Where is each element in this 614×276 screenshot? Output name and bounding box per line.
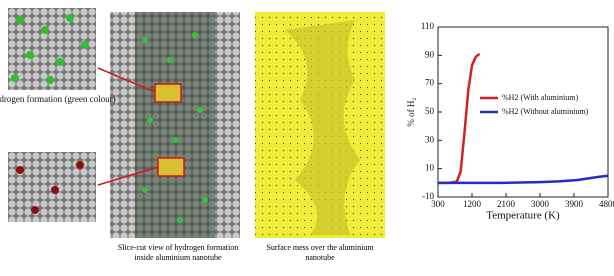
y-tick-label: 50 <box>425 106 435 116</box>
y-tick-label: 110 <box>421 21 435 31</box>
x-tick-label: 4800 <box>599 199 614 209</box>
x-tick-label: 3000 <box>531 199 550 209</box>
caption-box: Slice-cut view of hydrogen formation ins… <box>108 243 248 271</box>
x-tick-label: 2100 <box>497 199 516 209</box>
data-line <box>438 54 480 183</box>
caption: Slice-cut view of hydrogen formation ins… <box>108 243 248 271</box>
data-line <box>438 176 608 183</box>
x-axis-label: Temperature (K) <box>486 210 560 222</box>
caption-box: Surface mess over the aluminium nanotube <box>255 243 385 271</box>
nanotube-core <box>135 12 215 238</box>
highlight-box <box>155 84 181 102</box>
caption: Hydrogen formation (green colour) <box>0 94 116 104</box>
legend-label: %H2 (Without aluminium) <box>502 107 589 116</box>
y-tick-label: 90 <box>425 49 435 59</box>
x-tick-label: 1200 <box>463 199 482 209</box>
x-tick-label: 300 <box>431 199 445 209</box>
highlight-box <box>158 158 184 176</box>
y-tick-label: 70 <box>425 78 435 88</box>
x-tick-label: 3900 <box>565 199 584 209</box>
caption: Surface mess over the aluminium nanotube <box>255 243 385 263</box>
y-axis-label: % of H₂ <box>406 97 416 126</box>
legend-label: %H2 (With aluminium) <box>502 93 578 102</box>
images <box>8 8 385 238</box>
figure: Hydrogen formation (green colour) Slice-… <box>0 0 614 271</box>
y-tick-label: 10 <box>425 163 435 173</box>
y-tick-label: 30 <box>425 134 435 144</box>
